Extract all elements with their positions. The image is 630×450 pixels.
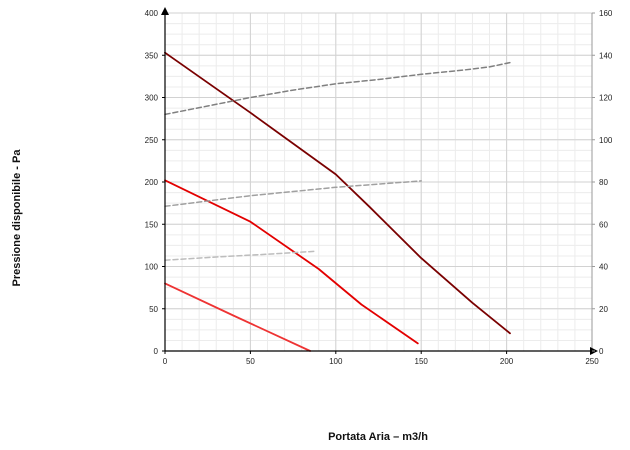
y-tick-label: 200 bbox=[145, 178, 159, 187]
secondary-series-line-5 bbox=[164, 180, 422, 208]
y-tick-label: 300 bbox=[145, 94, 159, 103]
y2-tick-label: 140 bbox=[599, 51, 613, 60]
axes bbox=[161, 7, 598, 355]
series-group bbox=[164, 51, 511, 352]
x-tick-label: 150 bbox=[415, 357, 429, 366]
y-tick-label: 400 bbox=[145, 9, 159, 18]
y-tick-label: 350 bbox=[145, 51, 159, 60]
y-tick-label: 100 bbox=[145, 263, 159, 272]
x-tick-label: 200 bbox=[500, 357, 514, 366]
y2-tick-label: 120 bbox=[599, 94, 613, 103]
grid bbox=[164, 12, 593, 352]
secondary-series-line-4 bbox=[164, 61, 511, 116]
y2-tick-label: 100 bbox=[599, 136, 613, 145]
pressure-series-line-2 bbox=[164, 179, 419, 345]
y2-tick-label: 160 bbox=[599, 9, 613, 18]
y2-tick-label: 60 bbox=[599, 220, 608, 229]
y-tick-label: 50 bbox=[149, 305, 158, 314]
x-tick-label: 0 bbox=[163, 357, 168, 366]
pressure-series-line-3 bbox=[164, 282, 312, 352]
x-tick-label: 100 bbox=[329, 357, 343, 366]
x-axis-title: Portata Aria – m3/h bbox=[328, 431, 428, 443]
y-axis-title: Pressione disponibile - Pa bbox=[11, 149, 23, 287]
y-tick-label: 150 bbox=[145, 220, 159, 229]
y2-tick-label: 40 bbox=[599, 263, 608, 272]
y2-tick-label: 0 bbox=[599, 347, 604, 356]
x-tick-label: 50 bbox=[246, 357, 255, 366]
y-tick-label: 250 bbox=[145, 136, 159, 145]
x-tick-label: 250 bbox=[585, 357, 599, 366]
y-axis-arrow bbox=[161, 7, 169, 15]
y2-tick-label: 20 bbox=[599, 305, 608, 314]
tick-labels: 0 50 100 150 200 2500501001502002503003504000… bbox=[145, 9, 613, 366]
y-tick-label: 0 bbox=[154, 347, 159, 356]
secondary-series-line-6 bbox=[164, 250, 317, 261]
pressure-series-line-1 bbox=[164, 51, 511, 335]
y2-tick-label: 80 bbox=[599, 178, 608, 187]
